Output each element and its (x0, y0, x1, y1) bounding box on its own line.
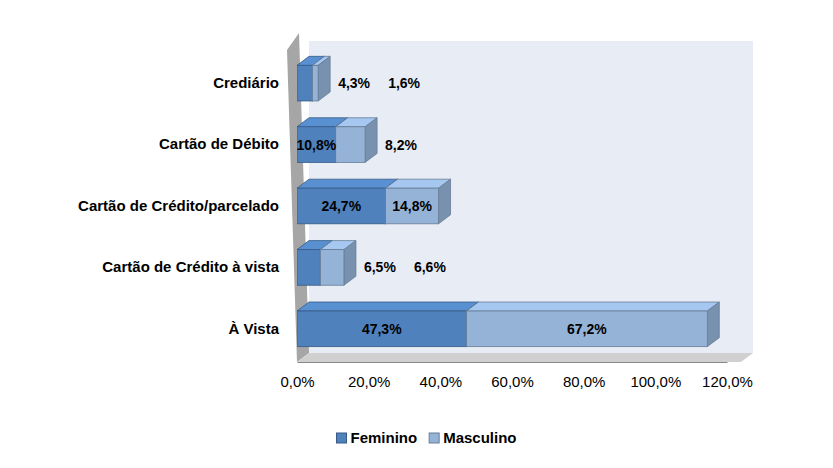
bar (386, 188, 439, 224)
y-axis: Crediário Cartão de Débito Cartão de Crédi… (78, 74, 280, 337)
bar (297, 250, 320, 286)
data-label: 10,8% (296, 137, 336, 153)
bars (297, 56, 719, 346)
bar-segment (312, 56, 330, 101)
tick: 20,0% (348, 362, 391, 390)
tick-label: 100,0% (630, 373, 681, 390)
backdrop (287, 33, 753, 362)
bar-segment (466, 302, 719, 347)
data-labels: 4,3% 1,6% 10,8% 8,2% 24,7% 14,8% 6,5% 6,6% 47,3%… (296, 75, 607, 337)
bar-top (297, 179, 398, 188)
bar-segment (320, 241, 356, 286)
tick: Crediário (213, 74, 279, 91)
category-label: Crediário (213, 74, 279, 91)
bar-segment (336, 118, 377, 163)
tick: 100,0% (630, 362, 681, 390)
tick: 0,0% (280, 362, 314, 390)
bar-side (318, 56, 330, 101)
bar-segment (386, 179, 451, 224)
data-label: 4,3% (338, 75, 370, 91)
floor (297, 353, 753, 362)
bar (297, 311, 466, 347)
bar-side (439, 179, 451, 224)
data-label: 14,8% (392, 198, 432, 214)
data-label: 47,3% (362, 321, 402, 337)
tick: À Vista (228, 320, 279, 337)
bar (312, 65, 318, 101)
tick: Cartão de Débito (159, 135, 279, 152)
tick: 120,0% (702, 362, 753, 390)
bar (297, 65, 312, 101)
bar-top (466, 302, 719, 311)
bar-side (365, 118, 377, 163)
legend-swatch (336, 433, 346, 443)
chart: 4,3% 1,6% 10,8% 8,2% 24,7% 14,8% 6,5% 6,6% 47,3%… (0, 0, 833, 468)
category-label: Cartão de Crédito/parcelado (78, 197, 279, 214)
legend-item: Masculino (429, 429, 516, 446)
category-label: Cartão de Crédito à vista (102, 258, 279, 275)
data-label: 1,6% (388, 75, 420, 91)
tick-label: 40,0% (420, 373, 463, 390)
data-label: 6,6% (414, 259, 446, 275)
tick-label: 0,0% (280, 373, 314, 390)
tick-label: 80,0% (563, 373, 606, 390)
tick: Cartão de Crédito à vista (102, 258, 279, 275)
bar (466, 311, 707, 347)
bar-segment (297, 179, 398, 224)
tick: 60,0% (491, 362, 534, 390)
bar (336, 127, 365, 163)
tick: Cartão de Crédito/parcelado (78, 197, 279, 214)
legend-item: Feminino (336, 429, 417, 446)
data-label: 8,2% (385, 137, 417, 153)
bar (320, 250, 344, 286)
axis-line (298, 362, 728, 363)
x-axis: 0,0% 20,0% 40,0% 60,0% 80,0% 100,0% 120,0% (280, 362, 753, 390)
bar-side (344, 241, 356, 286)
legend: Feminino Masculino (336, 429, 516, 446)
data-label: 24,7% (321, 198, 361, 214)
bar (297, 188, 386, 224)
legend-swatch (429, 433, 439, 443)
tick-label: 60,0% (491, 373, 534, 390)
tick: 80,0% (563, 362, 606, 390)
data-label: 67,2% (567, 321, 607, 337)
tick: 40,0% (420, 362, 463, 390)
tick-label: 120,0% (702, 373, 753, 390)
bar-segment (297, 302, 478, 347)
bar-top (297, 302, 478, 311)
bar-side (707, 302, 719, 347)
legend-label: Masculino (443, 429, 516, 446)
category-label: Cartão de Débito (159, 135, 279, 152)
category-label: À Vista (228, 320, 279, 337)
tick-label: 20,0% (348, 373, 391, 390)
data-label: 6,5% (364, 259, 396, 275)
legend-label: Feminino (350, 429, 417, 446)
